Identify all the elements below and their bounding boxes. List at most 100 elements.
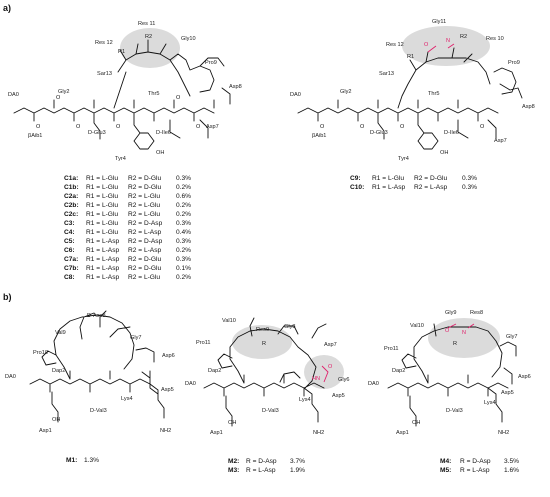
percent-value: 1.9% xyxy=(290,467,305,474)
residue-label-asp5: Asp5 xyxy=(332,393,345,399)
residue-label-asp1: Asp1 xyxy=(210,430,223,436)
residue-label-gly11: Gly11 xyxy=(432,19,446,25)
residue-label-baib1: βAib1 xyxy=(312,133,326,139)
residue-label-res11: Res 11 xyxy=(138,21,155,27)
residue-label-asp7: Asp7 xyxy=(324,342,337,348)
compound-id: C9: xyxy=(350,175,361,182)
compound-id: M1: xyxy=(66,457,77,464)
percent-value: 0.4% xyxy=(176,229,191,236)
residue-label-asp8: Asp8 xyxy=(229,84,242,90)
residue-label-res12: Res 12 xyxy=(95,40,113,46)
residue-label-da0: DA0 xyxy=(8,92,19,98)
percent-value: 0.2% xyxy=(176,274,191,281)
r-value: R = L-Asp xyxy=(460,467,490,474)
r2-label: R2 xyxy=(460,34,467,40)
percent-value: 0.3% xyxy=(176,220,191,227)
hydroxyl-label: OH xyxy=(412,420,420,426)
svg-text:O: O xyxy=(36,124,41,130)
r2-value: R2 = D-Asp xyxy=(128,220,163,227)
r2-value: R2 = L-Glu xyxy=(128,274,160,281)
svg-text:O: O xyxy=(176,95,181,101)
amine-label: NH2 xyxy=(313,430,324,436)
r-value: R = D-Asp xyxy=(246,458,277,465)
r-value: R = L-Asp xyxy=(246,467,276,474)
r1-value: R1 = L-Glu xyxy=(86,211,118,218)
backbone-bonds xyxy=(297,47,523,150)
residue-label-daspa8: D-Asp8 xyxy=(87,313,106,319)
r2-value: R2 = D-Asp xyxy=(128,238,163,245)
residue-highlight xyxy=(304,355,344,389)
r2-value: R2 = L-Glu xyxy=(128,211,160,218)
residue-label-tyr4: Tyr4 xyxy=(115,156,126,162)
residue-label-pro11: Pro11 xyxy=(384,346,399,352)
r1-value: R1 = L-Glu xyxy=(372,175,404,182)
r1-value: R1 = L-Glu xyxy=(86,220,118,227)
r1-value: R1 = L-Glu xyxy=(86,184,118,191)
r2-value: R2 = D-Glu xyxy=(128,265,161,272)
percent-value: 1.3% xyxy=(84,457,99,464)
percent-value: 0.3% xyxy=(462,184,477,191)
r-value: R = D-Asp xyxy=(460,458,491,465)
r1-value: R1 = L-Glu xyxy=(86,175,118,182)
amine-label: NH2 xyxy=(498,430,509,436)
compound-id: M2: xyxy=(228,458,239,465)
modified-bonds xyxy=(427,43,455,53)
ring-bonds xyxy=(29,310,165,423)
compound-id: C10: xyxy=(350,184,364,191)
percent-value: 1.6% xyxy=(504,467,519,474)
residue-label-da0: DA0 xyxy=(185,381,196,387)
percent-value: 0.3% xyxy=(176,175,191,182)
residue-label-asp1: Asp1 xyxy=(39,428,52,434)
residue-label-gly7: Gly7 xyxy=(506,334,518,340)
residue-highlight xyxy=(120,28,180,68)
residue-label-pro9: Pro9 xyxy=(508,60,520,66)
compound-id: C1a: xyxy=(64,175,78,182)
residue-label-da0: DA0 xyxy=(5,374,16,380)
residue-label-gly7: Gly7 xyxy=(130,335,142,341)
residue-label-thr5: Thr5 xyxy=(148,91,160,97)
svg-text:O: O xyxy=(400,124,405,130)
residue-label-asp6: Asp6 xyxy=(518,374,531,380)
table-a1: C1a: R1 = L-Glu R2 = D-Glu 0.3% C1b: R1 … xyxy=(64,175,191,281)
svg-text:O: O xyxy=(116,124,121,130)
amine-label: NH2 xyxy=(160,428,171,434)
percent-value: 0.3% xyxy=(462,175,477,182)
residue-label-sar13: Sar13 xyxy=(379,71,394,77)
modified-bonds xyxy=(321,365,329,383)
hydroxyl-label: OH xyxy=(228,420,236,426)
residue-label-pro10: Pro10 xyxy=(33,350,48,356)
residue-highlight xyxy=(402,26,490,66)
residue-label-lys4: Lys4 xyxy=(299,397,311,403)
residue-label-gly2: Gly2 xyxy=(58,89,70,95)
ring-bonds xyxy=(387,323,517,427)
residue-label-res9: Res9 xyxy=(256,327,269,333)
residue-label-asp5: Asp5 xyxy=(161,387,174,393)
residue-label-dap2: Dap2 xyxy=(208,368,221,374)
r1-value: R1 = L-Asp xyxy=(86,274,120,281)
residue-label-dval3: D-Val3 xyxy=(262,408,279,414)
percent-value: 0.2% xyxy=(176,247,191,254)
svg-text:O: O xyxy=(328,364,333,370)
r2-value: R2 = D-Glu xyxy=(128,184,161,191)
percent-value: 0.1% xyxy=(176,265,191,272)
hydroxyl-label: OH xyxy=(156,150,164,156)
residue-label-asp7: Asp7 xyxy=(494,138,507,144)
residue-label-gly6: Gly6 xyxy=(338,377,350,383)
r1-value: R1 = L-Glu xyxy=(86,193,118,200)
r2-value: R2 = L-Asp xyxy=(414,184,448,191)
r2-value: R2 = D-Glu xyxy=(128,256,161,263)
svg-text:O: O xyxy=(196,124,201,130)
residue-label-res10: Res 10 xyxy=(486,36,504,42)
residue-label-gly8: Gly8 xyxy=(284,324,296,330)
compound-id: M4: xyxy=(440,458,451,465)
r1-value: R1 = L-Asp xyxy=(86,256,120,263)
r1-value: R1 = L-Asp xyxy=(86,247,120,254)
r1-value: R1 = L-Asp xyxy=(86,238,120,245)
percent-value: 3.7% xyxy=(290,458,305,465)
r1-label: R1 xyxy=(118,49,125,55)
percent-value: 0.2% xyxy=(176,184,191,191)
r2-value: R2 = D-Glu xyxy=(414,175,447,182)
residue-label-dile6: D-Ile6 xyxy=(444,130,459,136)
molecule-b3: O N Gly9 Res8 Val10 Gly7 Pro11 Asp6 Dap2… xyxy=(368,310,531,474)
